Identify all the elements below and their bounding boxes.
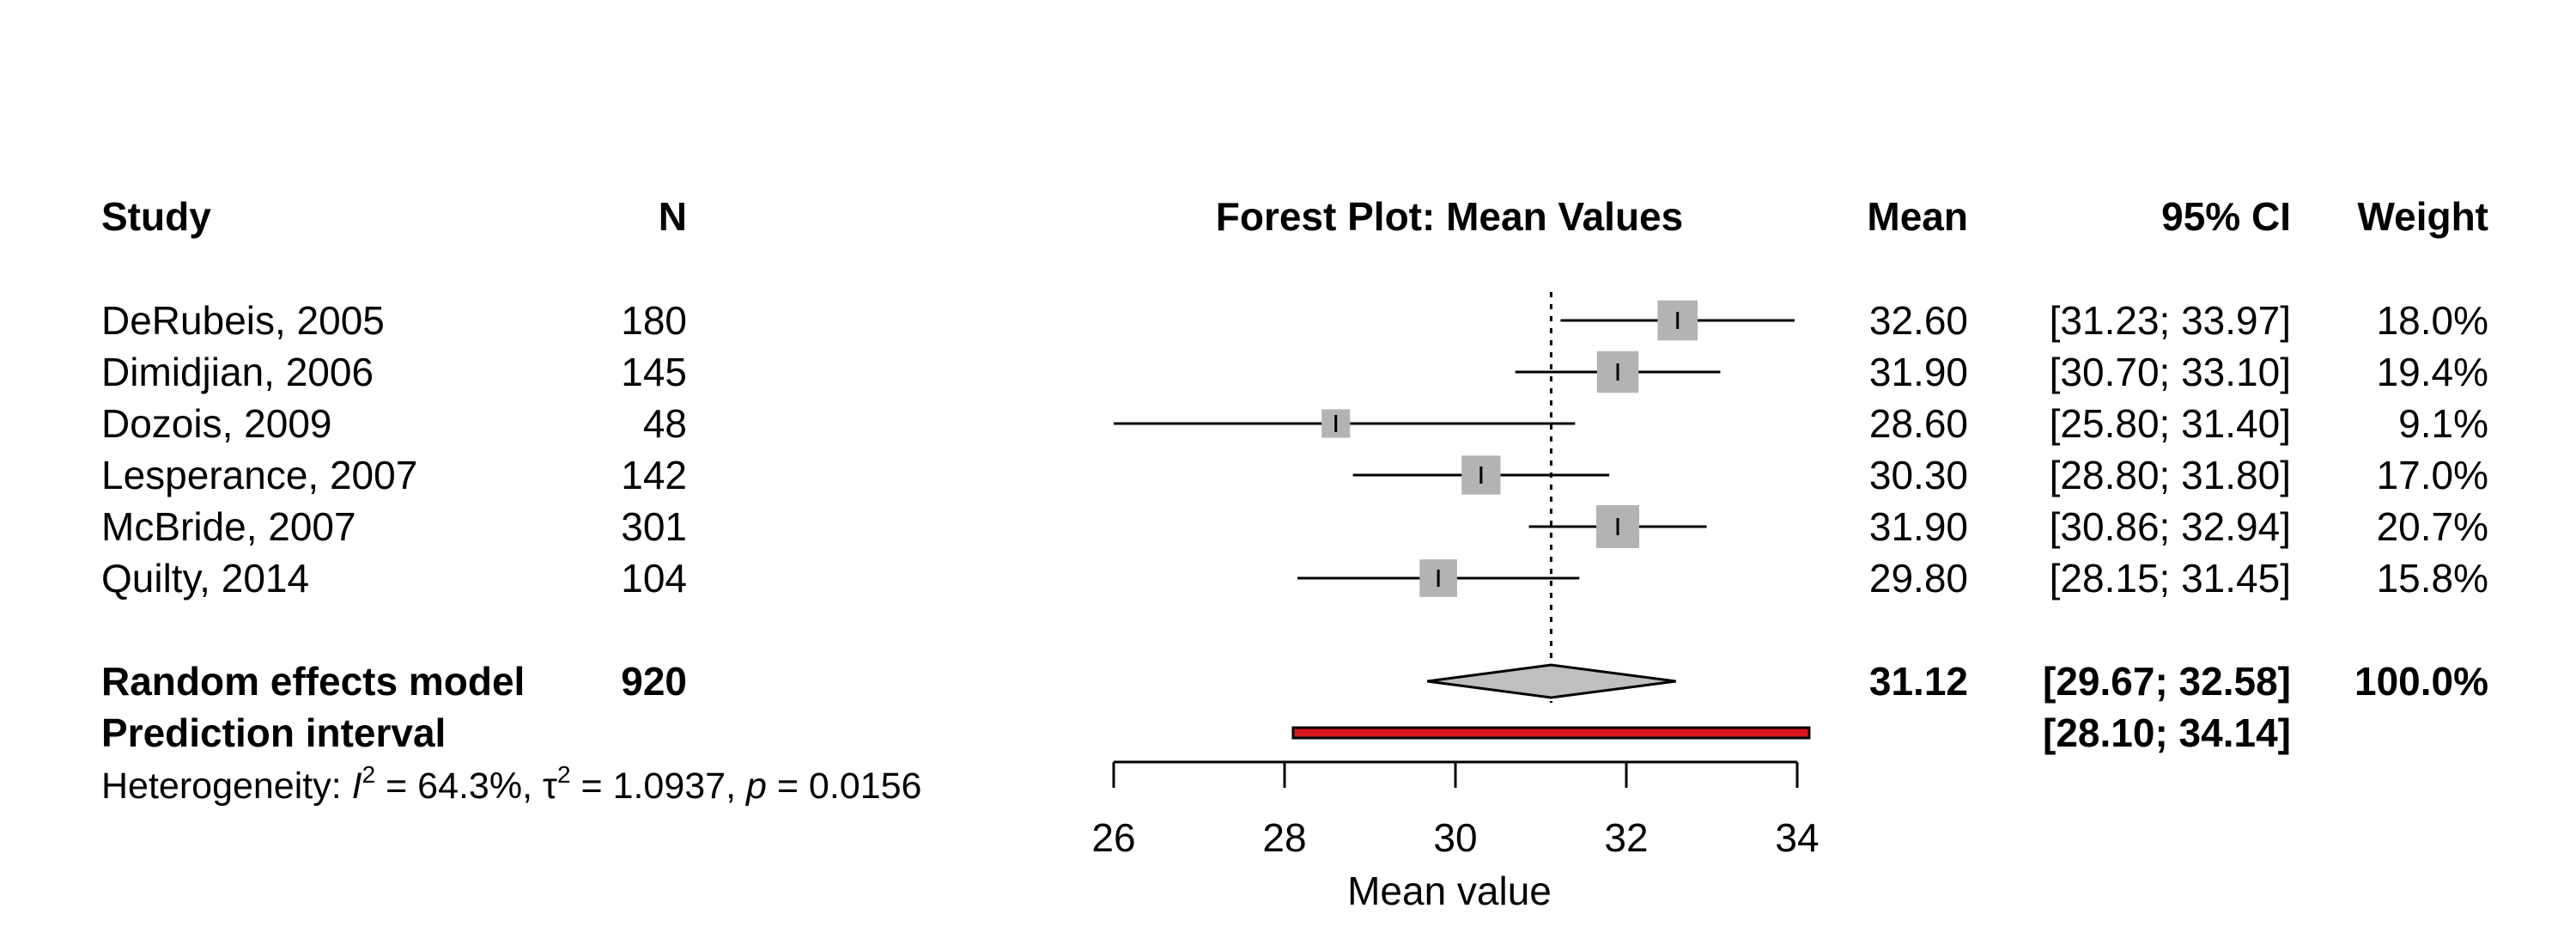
- study-n: 48: [643, 401, 687, 446]
- study-mean: 30.30: [1869, 453, 1968, 497]
- study-weight: 9.1%: [2398, 401, 2488, 446]
- x-axis-label: Mean value: [1347, 869, 1552, 913]
- pooled-ci: [29.67; 32.58]: [2043, 659, 2291, 704]
- study-mean: 31.90: [1869, 504, 1968, 549]
- study-n: 180: [621, 298, 687, 343]
- study-mean: 31.90: [1869, 350, 1968, 394]
- x-tick-label: 28: [1262, 815, 1306, 860]
- study-ci: [30.70; 33.10]: [2050, 350, 2291, 394]
- prediction-ci: [28.10; 34.14]: [2043, 710, 2291, 755]
- study-row: Quilty, 2014 104 29.80 [28.15; 31.45] 15…: [101, 556, 2488, 601]
- heterogeneity-text: Heterogeneity: I2 = 64.3%, τ2 = 1.0937, …: [101, 761, 921, 807]
- pooled-label: Random effects model: [101, 659, 525, 704]
- mean-header: Mean: [1867, 194, 1968, 239]
- study-mean: 28.60: [1869, 401, 1968, 446]
- study-ci: [25.80; 31.40]: [2050, 401, 2291, 446]
- study-label: Dozois, 2009: [101, 401, 332, 446]
- pooled-weight: 100.0%: [2354, 659, 2488, 704]
- study-row: DeRubeis, 2005 180 32.60 [31.23; 33.97] …: [101, 298, 2488, 343]
- study-marks: [1114, 300, 1795, 597]
- chart-title: Forest Plot: Mean Values: [1216, 194, 1683, 239]
- study-label: Lesperance, 2007: [101, 453, 417, 497]
- study-ci: [28.15; 31.45]: [2050, 556, 2291, 601]
- study-header: Study: [101, 194, 211, 239]
- study-weight: 17.0%: [2377, 453, 2488, 497]
- pooled-n: 920: [621, 659, 687, 704]
- study-row: Dozois, 2009 48 28.60 [25.80; 31.40] 9.1…: [101, 401, 2488, 446]
- x-tick-label: 32: [1604, 815, 1648, 860]
- study-rows: DeRubeis, 2005 180 32.60 [31.23; 33.97] …: [101, 298, 2488, 601]
- study-weight: 15.8%: [2377, 556, 2488, 601]
- summary-marks: [1291, 663, 1811, 740]
- study-label: Dimidjian, 2006: [101, 350, 374, 394]
- study-weight: 20.7%: [2377, 504, 2488, 549]
- study-mean: 32.60: [1869, 298, 1968, 343]
- x-tick-label: 26: [1091, 815, 1135, 860]
- study-ci: [31.23; 33.97]: [2050, 298, 2291, 343]
- study-label: Quilty, 2014: [101, 556, 309, 601]
- n-header: N: [659, 194, 687, 239]
- pooled-mean: 31.12: [1869, 659, 1968, 704]
- study-n: 142: [621, 453, 687, 497]
- study-weight: 18.0%: [2377, 298, 2488, 343]
- study-n: 145: [621, 350, 687, 394]
- study-mean: 29.80: [1869, 556, 1968, 601]
- x-tick-label: 30: [1433, 815, 1477, 860]
- weight-header: Weight: [2358, 194, 2488, 239]
- column-headers: Study N Forest Plot: Mean Values Mean 95…: [101, 194, 2488, 239]
- study-n: 301: [621, 504, 687, 549]
- ci-header: 95% CI: [2161, 194, 2291, 239]
- prediction-label: Prediction interval: [101, 710, 446, 755]
- study-row: Dimidjian, 2006 145 31.90 [30.70; 33.10]…: [101, 350, 2488, 394]
- pooled-diamond: [1426, 663, 1676, 699]
- study-row: McBride, 2007 301 31.90 [30.86; 32.94] 2…: [101, 504, 2488, 549]
- study-n: 104: [621, 556, 687, 601]
- x-axis: 26 28 30 32 34: [1091, 760, 1820, 860]
- study-ci: [30.86; 32.94]: [2050, 504, 2291, 549]
- study-row: Lesperance, 2007 142 30.30 [28.80; 31.80…: [101, 453, 2488, 497]
- study-weight: 19.4%: [2377, 350, 2488, 394]
- x-tick-label: 34: [1775, 815, 1819, 860]
- summary-rows: Random effects model 920 31.12 [29.67; 3…: [101, 659, 2488, 755]
- prediction-interval-bar: [1291, 726, 1811, 740]
- study-label: DeRubeis, 2005: [101, 298, 385, 343]
- study-ci: [28.80; 31.80]: [2050, 453, 2291, 497]
- study-label: McBride, 2007: [101, 504, 356, 549]
